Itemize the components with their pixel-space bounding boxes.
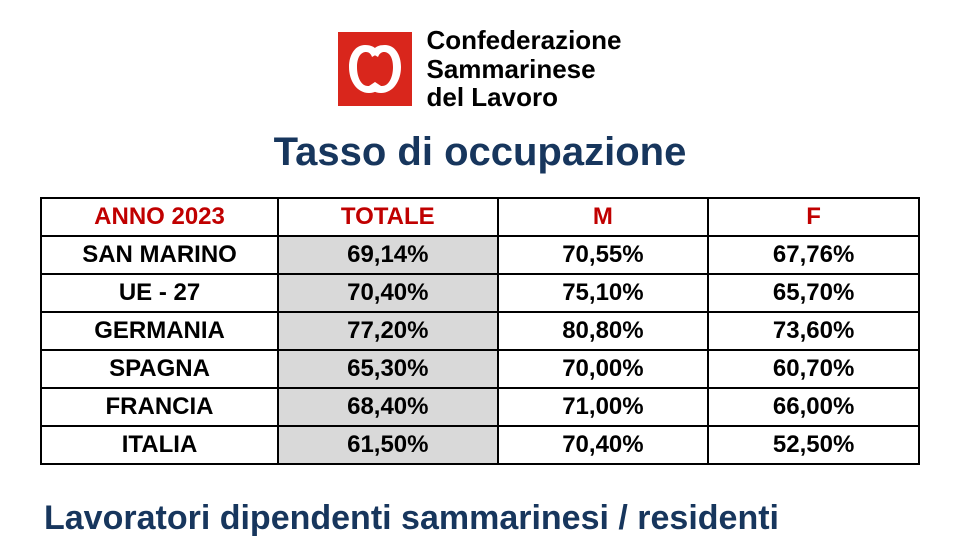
table-row: FRANCIA 68,40% 71,00% 66,00% <box>41 388 919 426</box>
row-m: 70,55% <box>498 236 709 274</box>
org-name-line2: Sammarinese <box>426 55 621 84</box>
row-label: SAN MARINO <box>41 236 278 274</box>
table-row: SAN MARINO 69,14% 70,55% 67,76% <box>41 236 919 274</box>
employment-rate-table: ANNO 2023 TOTALE M F SAN MARINO 69,14% 7… <box>40 197 920 465</box>
row-m: 70,40% <box>498 426 709 464</box>
org-logo <box>338 32 412 106</box>
col-header-total: TOTALE <box>278 198 498 236</box>
col-header-m: M <box>498 198 709 236</box>
row-m: 75,10% <box>498 274 709 312</box>
header: Confederazione Sammarinese del Lavoro <box>40 26 920 112</box>
subtitle: Lavoratori dipendenti sammarinesi / resi… <box>44 499 920 538</box>
row-f: 65,70% <box>708 274 919 312</box>
row-m: 70,00% <box>498 350 709 388</box>
row-f: 52,50% <box>708 426 919 464</box>
row-label: UE - 27 <box>41 274 278 312</box>
page-title: Tasso di occupazione <box>40 130 920 175</box>
page: Confederazione Sammarinese del Lavoro Ta… <box>0 0 960 540</box>
row-total: 65,30% <box>278 350 498 388</box>
row-label: FRANCIA <box>41 388 278 426</box>
row-f: 67,76% <box>708 236 919 274</box>
row-f: 73,60% <box>708 312 919 350</box>
col-header-year: ANNO 2023 <box>41 198 278 236</box>
row-label: GERMANIA <box>41 312 278 350</box>
row-total: 61,50% <box>278 426 498 464</box>
table-row: ITALIA 61,50% 70,40% 52,50% <box>41 426 919 464</box>
org-name-line1: Confederazione <box>426 26 621 55</box>
row-total: 68,40% <box>278 388 498 426</box>
row-m: 71,00% <box>498 388 709 426</box>
row-total: 77,20% <box>278 312 498 350</box>
org-name: Confederazione Sammarinese del Lavoro <box>426 26 621 112</box>
table-row: GERMANIA 77,20% 80,80% 73,60% <box>41 312 919 350</box>
row-total: 70,40% <box>278 274 498 312</box>
row-label: SPAGNA <box>41 350 278 388</box>
row-f: 60,70% <box>708 350 919 388</box>
row-label: ITALIA <box>41 426 278 464</box>
org-name-line3: del Lavoro <box>426 83 621 112</box>
table-row: SPAGNA 65,30% 70,00% 60,70% <box>41 350 919 388</box>
col-header-f: F <box>708 198 919 236</box>
row-m: 80,80% <box>498 312 709 350</box>
csdl-logo-icon <box>345 39 405 99</box>
table-row: UE - 27 70,40% 75,10% 65,70% <box>41 274 919 312</box>
row-f: 66,00% <box>708 388 919 426</box>
row-total: 69,14% <box>278 236 498 274</box>
table-header-row: ANNO 2023 TOTALE M F <box>41 198 919 236</box>
